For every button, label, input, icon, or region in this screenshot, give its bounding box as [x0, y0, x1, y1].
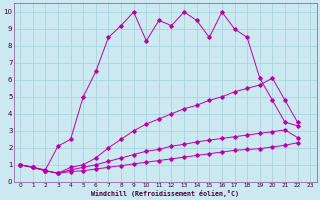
- X-axis label: Windchill (Refroidissement éolien,°C): Windchill (Refroidissement éolien,°C): [91, 190, 239, 197]
